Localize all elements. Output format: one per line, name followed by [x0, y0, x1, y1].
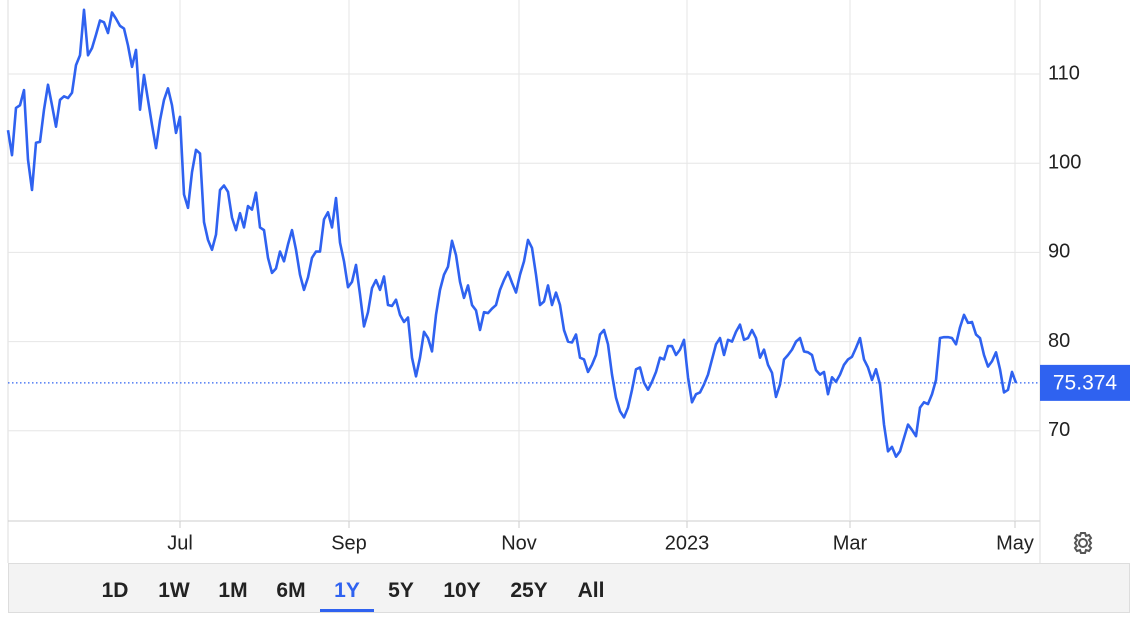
range-bar: 1D 1W 1M 6M 1Y 5Y 10Y 25Y All: [8, 563, 1130, 613]
y-tick-label: 80: [1048, 330, 1070, 352]
x-tick-label: 2023: [665, 532, 710, 554]
range-button[interactable]: 6M: [276, 579, 306, 602]
y-tick-label: 70: [1048, 419, 1070, 441]
x-tick-label: Nov: [501, 532, 537, 554]
x-tick-label: May: [996, 532, 1034, 554]
last-value-label: 75.374: [1053, 371, 1118, 394]
price-line: [6, 8, 1018, 458]
settings-icon[interactable]: [1073, 532, 1093, 554]
y-tick-label: 100: [1048, 152, 1081, 174]
range-button[interactable]: 1M: [218, 579, 248, 602]
range-button[interactable]: 1D: [101, 579, 129, 602]
range-button[interactable]: 25Y: [510, 579, 548, 602]
range-button[interactable]: 10Y: [443, 579, 481, 602]
x-tick-label: Jul: [167, 532, 193, 554]
range-button[interactable]: 5Y: [388, 579, 414, 602]
range-button[interactable]: All: [577, 579, 605, 602]
last-value-box: [1040, 364, 1130, 401]
y-tick-label: 90: [1048, 241, 1070, 263]
chart: 70 80 90 100 110 Jul Sep Nov 2023 Mar May 75.374: [6, 0, 1130, 563]
x-tick-label: Sep: [331, 532, 367, 554]
range-button[interactable]: 1Y: [320, 564, 374, 612]
y-tick-label: 110: [1048, 62, 1080, 84]
range-button[interactable]: 1W: [158, 579, 190, 602]
x-tick-label: Mar: [833, 532, 868, 554]
